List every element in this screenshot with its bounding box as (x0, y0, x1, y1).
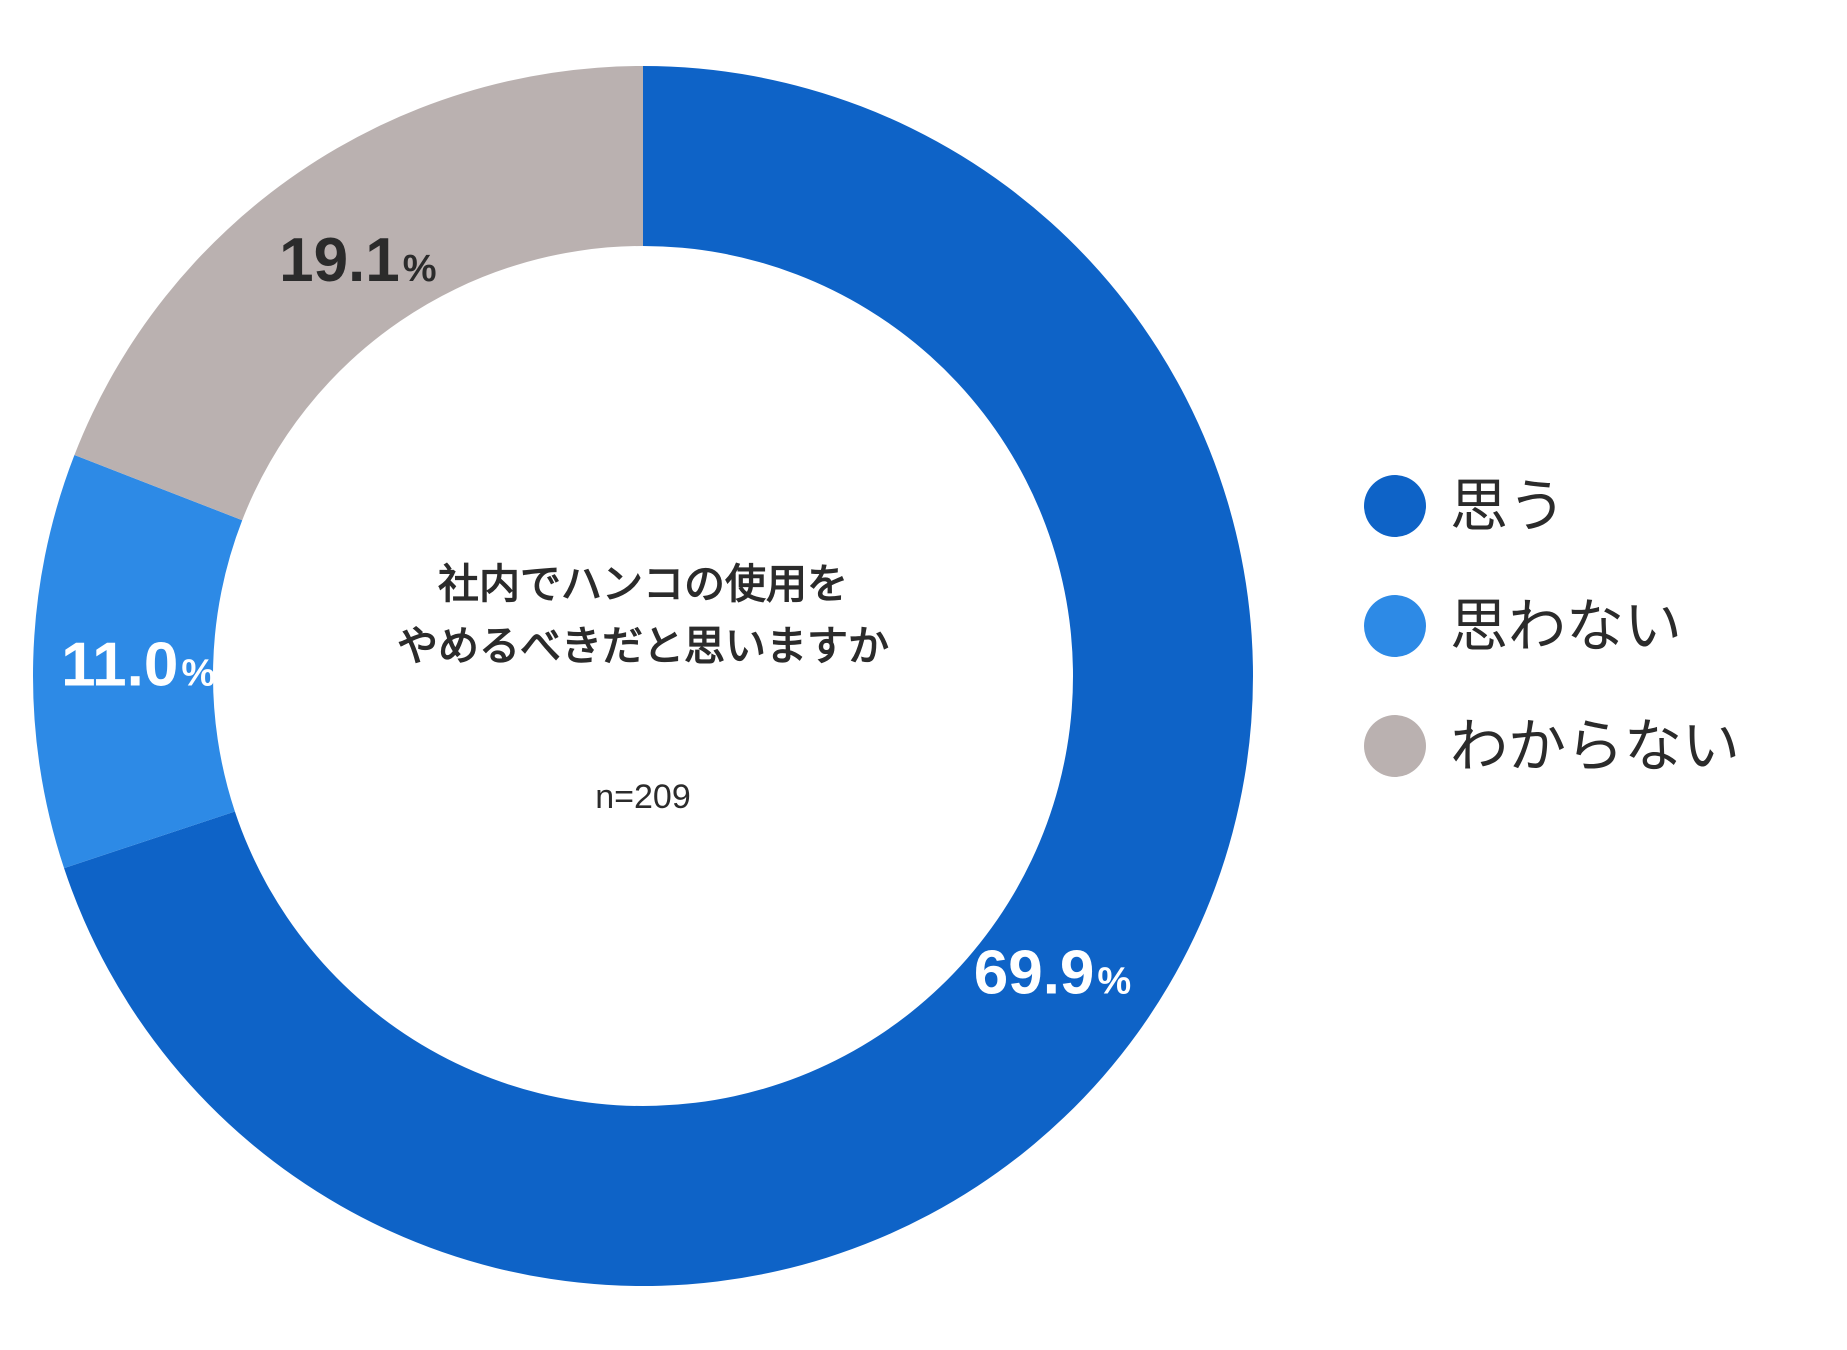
legend-label: 思わない (1450, 592, 1682, 660)
slice-labels: 69.9%11.0%19.1% (61, 226, 1131, 1007)
legend-label: 思う (1450, 472, 1566, 540)
legend-swatch (1364, 475, 1426, 537)
slice-3 (74, 66, 643, 521)
center-title-line-1: 社内でハンコの使用を (438, 560, 848, 608)
legend-swatch (1364, 595, 1426, 657)
center-title-line-2: やめるべきだと思いますか (397, 622, 889, 670)
slice-label-2: 11.0% (61, 630, 215, 699)
slice-value: 11.0 (61, 630, 178, 699)
slice-2 (33, 455, 243, 869)
percent-sign: % (403, 248, 437, 290)
slice-label-3: 19.1% (279, 226, 436, 295)
slice-label-1: 69.9% (974, 939, 1131, 1008)
legend-label: わからない (1450, 712, 1740, 780)
donut-slices (33, 66, 1253, 1287)
sample-size-label: n=209 (595, 778, 691, 816)
percent-sign: % (1097, 961, 1131, 1003)
slice-value: 69.9 (974, 939, 1095, 1008)
legend-item-2: 思わない (1364, 592, 1682, 660)
legend-swatch (1364, 715, 1426, 777)
slice-value: 19.1 (279, 226, 400, 295)
percent-sign: % (181, 652, 215, 694)
legend-item-1: 思う (1364, 472, 1566, 540)
slice-1 (64, 66, 1253, 1287)
legend-item-3: わからない (1364, 712, 1740, 780)
